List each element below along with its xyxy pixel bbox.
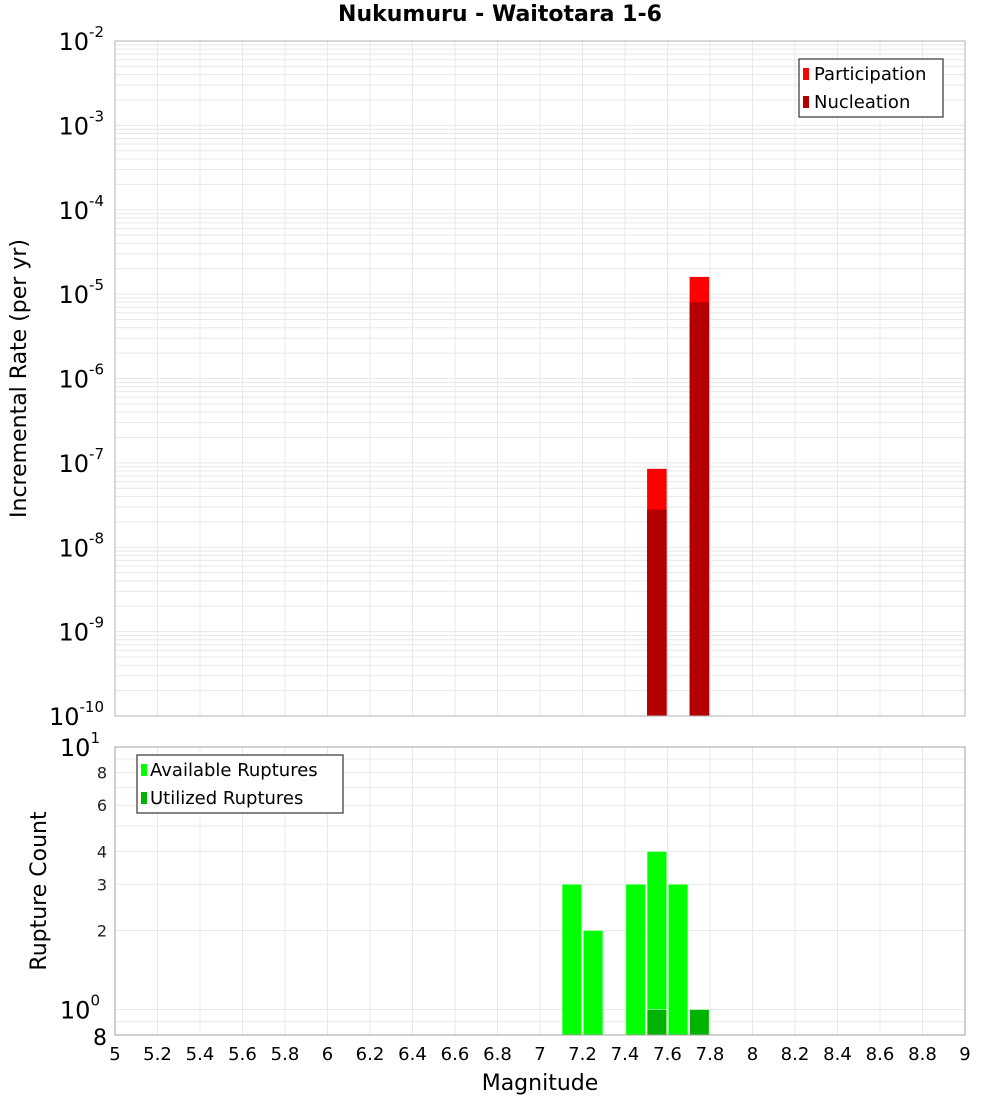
svg-text:10-5: 10-5	[58, 276, 104, 309]
svg-text:5.4: 5.4	[186, 1044, 215, 1065]
svg-text:10-10: 10-10	[49, 698, 104, 731]
bar-available-ruptures	[583, 930, 604, 1036]
bar-available-ruptures	[625, 883, 646, 1036]
svg-text:9: 9	[959, 1044, 970, 1065]
svg-text:5: 5	[109, 1044, 120, 1065]
svg-text:6: 6	[322, 1044, 333, 1065]
svg-text:10-3: 10-3	[58, 107, 104, 140]
bar-available-ruptures	[561, 883, 582, 1036]
y-axis-label-count: Rupture Count	[27, 811, 52, 971]
bar-nucleation	[647, 509, 667, 716]
svg-text:6.6: 6.6	[441, 1044, 470, 1065]
svg-text:4: 4	[97, 842, 107, 861]
svg-text:6.2: 6.2	[356, 1044, 385, 1065]
svg-text:Available Ruptures: Available Ruptures	[150, 760, 318, 781]
svg-text:8.2: 8.2	[781, 1044, 810, 1065]
svg-text:8.4: 8.4	[823, 1044, 852, 1065]
svg-text:Nucleation: Nucleation	[814, 92, 910, 113]
svg-text:10-7: 10-7	[58, 445, 104, 478]
svg-text:7.4: 7.4	[611, 1044, 640, 1065]
legend-rate: Participation Nucleation	[798, 58, 944, 118]
bar-available-ruptures	[646, 851, 667, 1036]
svg-text:7: 7	[534, 1044, 545, 1065]
svg-text:2: 2	[97, 922, 107, 941]
chart-title: Nukumuru - Waitotara 1-6	[338, 2, 662, 27]
svg-text:6.4: 6.4	[398, 1044, 427, 1065]
svg-text:7.8: 7.8	[696, 1044, 725, 1065]
x-axis-label: Magnitude	[482, 1071, 599, 1096]
svg-text:101: 101	[60, 729, 100, 762]
svg-text:5.8: 5.8	[271, 1044, 300, 1065]
svg-text:10-6: 10-6	[58, 361, 104, 394]
svg-text:7.6: 7.6	[653, 1044, 682, 1065]
rate-panel: 10-10 10-9 10-8 10-7 10-6 10-5 10-4 10-3 10-2 Inc…	[7, 23, 966, 731]
svg-text:10-8: 10-8	[58, 529, 104, 562]
bar-utilized-ruptures	[646, 1009, 667, 1036]
svg-text:8: 8	[747, 1044, 758, 1065]
svg-text:3: 3	[97, 875, 107, 894]
svg-text:8.6: 8.6	[866, 1044, 895, 1065]
svg-text:10-2: 10-2	[58, 23, 104, 56]
svg-text:6: 6	[97, 796, 107, 815]
svg-text:8: 8	[93, 1026, 107, 1051]
svg-text:5.2: 5.2	[143, 1044, 172, 1065]
svg-text:10-9: 10-9	[58, 614, 104, 647]
svg-text:5.6: 5.6	[228, 1044, 257, 1065]
legend-count: Available Ruptures Utilized Ruptures	[136, 754, 344, 814]
bar-utilized-ruptures	[689, 1009, 710, 1036]
svg-text:7.2: 7.2	[568, 1044, 597, 1065]
svg-text:100: 100	[60, 992, 100, 1025]
y-axis-label-rate: Incremental Rate (per yr)	[7, 239, 32, 518]
svg-text:6.8: 6.8	[483, 1044, 512, 1065]
bar-nucleation	[689, 302, 710, 716]
svg-text:Utilized Ruptures: Utilized Ruptures	[150, 788, 303, 809]
svg-text:10-4: 10-4	[58, 192, 104, 225]
bar-available-ruptures	[668, 883, 689, 1036]
svg-text:Participation: Participation	[814, 64, 926, 85]
svg-text:8.8: 8.8	[908, 1044, 937, 1065]
svg-text:8: 8	[97, 763, 107, 782]
